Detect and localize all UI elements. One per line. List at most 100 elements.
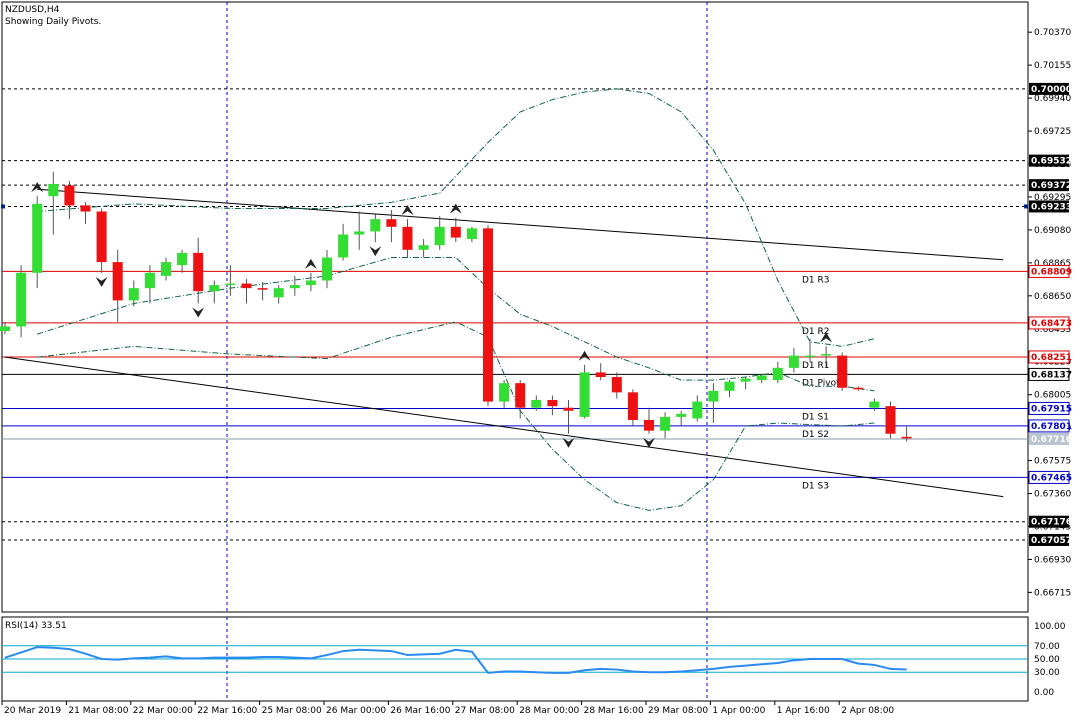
current-price-box-text: 0.67716	[1031, 435, 1072, 445]
candle-body	[370, 219, 381, 232]
grid-layer	[1, 1, 1029, 702]
levels-layer: D1 R3 D1 R2 D1 R1 D1 Pivot D1 S1 D1 S2 D1 S3	[2, 88, 1028, 541]
candle-body	[466, 228, 477, 240]
fractal-up-arrow	[820, 332, 833, 343]
candle	[579, 364, 590, 419]
candle	[595, 363, 606, 381]
fractal-down-arrow	[562, 437, 575, 448]
candle-body	[273, 288, 284, 298]
fractal-up-arrow	[578, 350, 591, 361]
candle	[418, 239, 429, 258]
candle-body	[579, 372, 590, 417]
candle	[48, 171, 59, 235]
fractal-up-arrow	[401, 205, 414, 216]
price-level-box-bg	[1029, 515, 1069, 528]
candle-body	[161, 262, 171, 276]
pivot-label: D1 S1	[802, 412, 829, 422]
candle	[466, 226, 477, 243]
y-tick-label: 0.68650	[1034, 292, 1071, 302]
candle-body	[756, 375, 767, 381]
pivot-price-box-bg	[1028, 419, 1070, 433]
candle	[32, 196, 43, 289]
candle-body	[772, 367, 783, 381]
candle-body	[177, 252, 188, 266]
pivot-price-box-bg	[1028, 367, 1070, 381]
fractal-down-arrow	[95, 276, 108, 287]
rsi-tick-label: 30.00	[1034, 668, 1060, 678]
candle-body	[611, 377, 622, 393]
x-tick-label: 29 Mar 08:00	[648, 706, 708, 716]
candle-body	[627, 392, 638, 420]
candle	[644, 407, 654, 434]
x-tick-label: 21 Mar 08:00	[68, 706, 128, 716]
candle	[627, 389, 638, 427]
price-level-box: 0.69372	[1029, 179, 1072, 192]
y-tick-label: 0.69080	[1034, 226, 1071, 236]
candle	[257, 282, 268, 301]
current-price-box-bg	[1029, 432, 1069, 445]
rsi-label: RSI(14) 33.51	[5, 621, 67, 631]
current-price-box: 0.67716	[1029, 432, 1072, 445]
fractal-up-arrow	[304, 258, 317, 269]
candle	[853, 386, 864, 391]
candle-body	[869, 401, 880, 408]
candle-body	[386, 219, 397, 227]
candle	[563, 400, 574, 434]
pivot-price-box-bg	[1028, 350, 1070, 364]
fractal-layer	[31, 182, 833, 448]
pivot-label: D1 R3	[802, 275, 830, 285]
rsi-tick-label: 70.00	[1034, 642, 1060, 652]
candle-body	[144, 272, 155, 289]
candle-body	[128, 288, 139, 301]
pivot-price-box: 0.67465	[1028, 470, 1072, 484]
candle	[370, 214, 381, 243]
candle	[821, 346, 832, 368]
y-tick-label: 0.67360	[1034, 490, 1071, 500]
candle	[837, 352, 848, 391]
candle	[209, 280, 220, 304]
candle-body	[322, 257, 332, 281]
pivot-price-box-text: 0.68137	[1031, 370, 1072, 380]
candle-body	[837, 355, 848, 388]
y-tick-label: 0.70370	[1034, 28, 1071, 38]
y-tick-label: 0.69940	[1034, 94, 1071, 104]
candle	[0, 321, 10, 335]
candle-body	[418, 245, 429, 250]
candle	[338, 223, 349, 261]
candle	[289, 275, 300, 296]
x-tick-label: 27 Mar 08:00	[455, 706, 515, 716]
candle-body	[676, 413, 687, 417]
y-tick-label: 0.69295	[1034, 193, 1071, 203]
y-tick-label: 0.68435	[1034, 325, 1071, 335]
y-tick-label: 0.70155	[1034, 61, 1071, 71]
candle-body	[225, 283, 236, 286]
candle-body	[257, 288, 268, 290]
price-level-box-text: 0.69372	[1031, 181, 1072, 191]
candle-body	[305, 280, 316, 286]
candle	[144, 265, 155, 304]
candle	[483, 225, 493, 407]
pivot-price-box-text: 0.68251	[1031, 353, 1072, 363]
price-level-box-bg	[1029, 154, 1069, 167]
candle	[80, 202, 91, 224]
candle	[901, 426, 912, 442]
candle	[531, 395, 542, 411]
price-level-box: 0.67176	[1029, 515, 1072, 528]
candle-body	[515, 383, 526, 408]
chart-symbol-title: NZDUSD,H4	[5, 5, 60, 15]
candle	[161, 257, 171, 281]
price-level-box-bg	[1029, 179, 1069, 192]
pivot-price-box: 0.68137	[1028, 367, 1072, 381]
y-tick-label: 0.69725	[1034, 127, 1071, 137]
candle	[772, 361, 783, 384]
candle-body	[241, 283, 252, 289]
candle-body	[805, 355, 815, 358]
y-tick-label: 0.67575	[1034, 457, 1071, 467]
candle	[885, 401, 896, 439]
candle	[805, 338, 815, 362]
candle-body	[499, 383, 510, 402]
candle-body	[450, 226, 461, 238]
pivot-label: D1 S2	[802, 430, 829, 440]
pivot-price-box-text: 0.68473	[1031, 319, 1072, 329]
candle-body	[64, 185, 75, 206]
